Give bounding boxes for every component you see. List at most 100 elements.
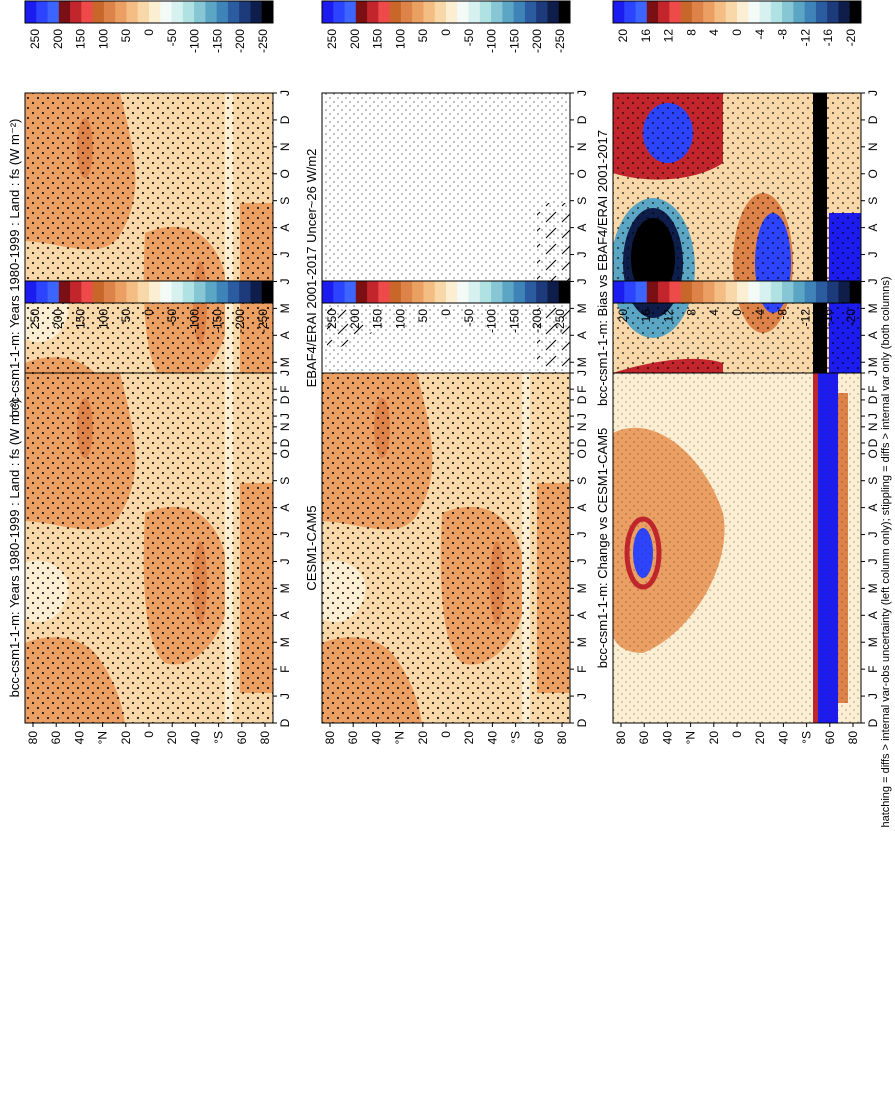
lat-tick-label: 40 — [72, 731, 86, 745]
colorbar-label: 16 — [639, 309, 653, 323]
lat-tick-label: 40 — [776, 731, 790, 745]
colorbar-swatch — [502, 1, 515, 23]
month-tick-label: J — [575, 278, 589, 284]
colorbar-swatch — [468, 1, 481, 23]
colorbar-label: 8 — [684, 309, 698, 316]
colorbar-swatch — [400, 281, 413, 303]
month-tick-label: M — [575, 637, 589, 647]
month-tick-label: A — [866, 331, 880, 339]
colorbar-label: -50 — [165, 29, 179, 47]
lat-tick-label: °S — [212, 731, 226, 744]
colorbar-label: 250 — [28, 309, 42, 329]
colorbar-label: 100 — [96, 309, 110, 329]
month-tick-label: J — [278, 252, 292, 258]
month-tick-label: N — [278, 143, 292, 152]
panel-title: bcc-csm1-1-m: Years 1980-1999 : Land : f… — [7, 399, 22, 698]
colorbar-label: 200 — [51, 29, 65, 49]
colorbar-swatch — [691, 281, 704, 303]
colorbar-label: 50 — [119, 309, 133, 323]
panel-field — [25, 373, 273, 723]
month-tick-label: F — [866, 665, 880, 672]
colorbar-label: 0 — [439, 29, 453, 36]
colorbar-label: -16 — [821, 29, 835, 47]
colorbar-label: -20 — [844, 309, 858, 327]
colorbar-swatch — [137, 1, 150, 23]
colorbar-diff: 20 16 12 8 4 0 -4 -8 -12 -16 -20 — [612, 0, 862, 47]
colorbar-label: -12 — [798, 309, 812, 327]
panel-obs-main: 806040°N2002040°S6080DJFMAMJJASONDJbcc-c… — [7, 0, 292, 464]
colorbar-swatch — [36, 281, 49, 303]
colorbar-label: -100 — [485, 29, 499, 53]
lat-tick-label: 0 — [142, 731, 156, 738]
colorbar-swatch — [815, 281, 828, 303]
lat-tick-label: 80 — [258, 731, 272, 745]
colorbar-swatch — [434, 281, 447, 303]
panel-title: bcc-csm1-1-m: Bias vs EBAF4/ERAI 2001-20… — [595, 130, 610, 406]
month-tick-label: D — [866, 438, 880, 447]
colorbar-label: -100 — [188, 29, 202, 53]
month-tick-label: J — [278, 278, 292, 284]
month-tick-label: J — [278, 693, 292, 699]
month-tick-label: M — [575, 303, 589, 313]
colorbar-swatch — [333, 281, 346, 303]
colorbar-swatch — [81, 281, 94, 303]
colorbar-swatch — [737, 281, 749, 303]
month-tick-label: J — [575, 558, 589, 564]
colorbar-label: 100 — [96, 29, 110, 49]
colorbar-swatch — [680, 281, 693, 303]
panel-ref-cesm: 80 60 40 °N 20 0 20 40 °S 60 80DJFMAMJJASONDJCESM1… — [304, 280, 589, 745]
colorbar-swatch — [827, 1, 839, 23]
month-tick-label: N — [866, 423, 880, 432]
colorbar-swatch — [804, 281, 817, 303]
colorbar-label: -250 — [256, 309, 270, 333]
lat-tick-label: °S — [800, 731, 814, 744]
colorbar-swatch — [759, 1, 772, 23]
colorbar-label: 150 — [74, 29, 88, 49]
panel-title: bcc-csm1-1-m: Change vs CESM1-CAM5 — [595, 428, 610, 669]
lat-tick-label: 20 — [165, 731, 179, 745]
lat-tick-label: 60 — [637, 731, 651, 745]
colorbar-swatch — [703, 281, 715, 303]
colorbar-label: 4 — [707, 29, 721, 36]
colorbar-label: 250 — [28, 29, 42, 49]
colorbar-swatch — [624, 1, 637, 23]
colorbar-swatch — [838, 281, 851, 303]
colorbar-swatch — [558, 281, 571, 303]
colorbar-swatch — [725, 1, 738, 23]
panel-field — [322, 373, 570, 723]
colorbar-label: -4 — [753, 309, 767, 320]
month-tick-label: J — [575, 90, 589, 96]
lat-tick-label: 60 — [49, 731, 63, 745]
colorbar-swatch — [322, 1, 334, 23]
colorbar-swatch — [261, 281, 274, 303]
colorbar-swatch — [524, 281, 537, 303]
month-tick-label: M — [575, 357, 589, 367]
colorbar-swatch — [714, 1, 727, 23]
panel-title: EBAF4/ERAI 2001-2017 Uncer~26 W/m2 — [304, 149, 319, 388]
colorbar-swatch — [524, 1, 537, 23]
colorbar-swatch — [115, 281, 127, 303]
colorbar-swatch — [770, 281, 783, 303]
colorbar-swatch — [400, 1, 413, 23]
colorbar-swatch — [92, 1, 105, 23]
month-tick-label: J — [278, 558, 292, 564]
colorbar-label: 0 — [730, 309, 744, 316]
colorbar-swatch — [70, 281, 82, 303]
lat-tick-label: 20 — [416, 731, 430, 745]
month-tick-label: F — [575, 665, 589, 672]
lat-tick-label: 20 — [119, 731, 133, 745]
colorbar-label: 12 — [662, 309, 676, 323]
colorbar-label: -8 — [776, 309, 790, 320]
colorbar-swatch — [205, 281, 218, 303]
colorbar-swatch — [782, 281, 794, 303]
month-tick-label: D — [575, 438, 589, 447]
lat-tick-label: 20 — [753, 731, 767, 745]
colorbar-swatch — [250, 1, 263, 23]
colorbar-swatch — [613, 281, 625, 303]
colorbar-swatch — [126, 281, 139, 303]
colorbar-swatch — [714, 281, 727, 303]
month-tick-label: A — [866, 504, 880, 512]
colorbar-label: 20 — [616, 29, 630, 43]
month-tick-label: F — [278, 665, 292, 672]
colorbar-swatch — [815, 1, 828, 23]
